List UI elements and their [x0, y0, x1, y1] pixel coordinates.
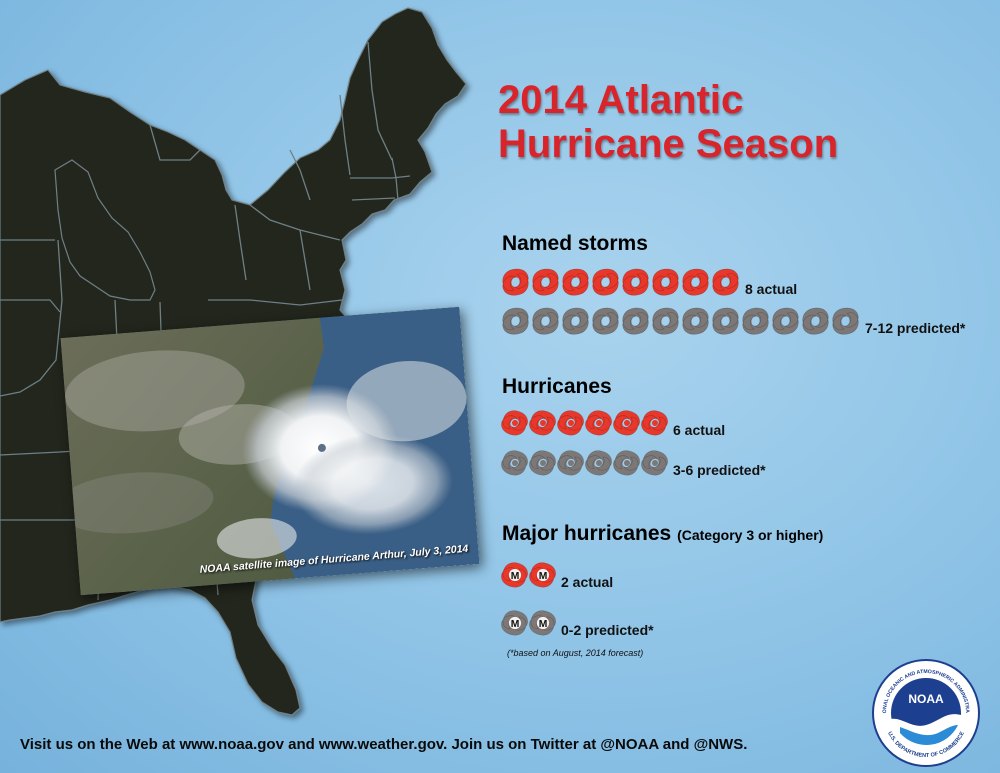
major-hurricane-icon: M	[529, 562, 556, 588]
tropical-storm-icon	[682, 307, 709, 335]
hurricanes-predicted-icons	[500, 448, 670, 478]
hurricanes-heading: Hurricanes	[502, 375, 612, 398]
named-storms-predicted-icons	[500, 305, 862, 337]
major-hurricanes-heading: Major hurricanes (Category 3 or higher)	[502, 522, 823, 546]
tropical-storm-icon	[562, 307, 589, 335]
named-storms-predicted-row: 7-12 predicted*	[500, 305, 965, 337]
tropical-storm-icon	[592, 268, 619, 296]
page-title: 2014 Atlantic Hurricane Season	[498, 78, 838, 166]
hurricane-icon	[557, 410, 584, 436]
hurricane-icon	[501, 450, 528, 476]
tropical-storm-icon	[712, 268, 739, 296]
tropical-storm-icon	[652, 268, 679, 296]
major-actual-label: 2 actual	[561, 574, 614, 590]
hurricane-icon	[641, 450, 668, 476]
tropical-storm-icon	[652, 307, 679, 335]
major-predicted-label: 0-2 predicted*	[561, 622, 654, 638]
hurricane-icon	[501, 410, 528, 436]
tropical-storm-icon	[532, 268, 559, 296]
hurricane-icon	[585, 450, 612, 476]
hurricane-icon	[641, 410, 668, 436]
hurricane-icon	[557, 450, 584, 476]
major-hurricane-icon: M	[501, 562, 528, 588]
named-storms-predicted-label: 7-12 predicted*	[865, 320, 966, 336]
hurricanes-actual-icons	[500, 408, 670, 438]
major-icon-letter: M	[539, 619, 548, 630]
hurricanes-actual-label: 6 actual	[673, 422, 726, 438]
tropical-storm-icon	[832, 307, 859, 335]
tropical-storm-icon	[622, 307, 649, 335]
footer-text: Visit us on the Web at www.noaa.gov and …	[20, 736, 748, 753]
major-icon-letter: M	[511, 571, 520, 582]
major-icon-letter: M	[539, 571, 548, 582]
hurricane-icon	[529, 410, 556, 436]
tropical-storm-icon	[532, 307, 559, 335]
tropical-storm-icon	[502, 307, 529, 335]
named-storms-actual-label: 8 actual	[745, 281, 798, 297]
tropical-storm-icon	[502, 268, 529, 296]
major-icon-letter: M	[511, 619, 520, 630]
hurricane-satellite-photo	[60, 306, 480, 596]
major-hurricane-icon: M	[501, 610, 528, 636]
title-line-1: 2014 Atlantic	[498, 78, 744, 122]
hurricane-icon	[529, 450, 556, 476]
tropical-storm-icon	[772, 307, 799, 335]
tropical-storm-icon	[622, 268, 649, 296]
hurricane-icon	[613, 450, 640, 476]
named-storms-heading: Named storms	[502, 232, 648, 255]
hurricane-icon	[613, 410, 640, 436]
tropical-storm-icon	[742, 307, 769, 335]
hurricanes-predicted-row: 3-6 predicted*	[500, 448, 766, 478]
satellite-image: NOAA satellite image of Hurricane Arthur…	[60, 306, 480, 596]
noaa-logo: NOAA NATIONAL OCEANIC AND ATMOSPHERIC AD…	[872, 659, 980, 767]
tropical-storm-icon	[562, 268, 589, 296]
tropical-storm-icon	[682, 268, 709, 296]
tropical-storm-icon	[712, 307, 739, 335]
major-hurricanes-subtitle: (Category 3 or higher)	[677, 527, 824, 543]
forecast-footnote: (*based on August, 2014 forecast)	[507, 648, 644, 658]
tropical-storm-icon	[802, 307, 829, 335]
tropical-storm-icon	[592, 307, 619, 335]
major-hurricanes-title: Major hurricanes	[502, 522, 672, 545]
named-storms-actual-row: 8 actual	[500, 266, 797, 298]
hurricanes-predicted-label: 3-6 predicted*	[673, 462, 766, 478]
noaa-logo-text: NOAA	[908, 692, 944, 706]
title-line-2: Hurricane Season	[498, 122, 839, 166]
hurricane-icon	[585, 410, 612, 436]
hurricanes-actual-row: 6 actual	[500, 408, 725, 438]
major-hurricane-icon: M	[529, 610, 556, 636]
named-storms-actual-icons	[500, 266, 742, 298]
